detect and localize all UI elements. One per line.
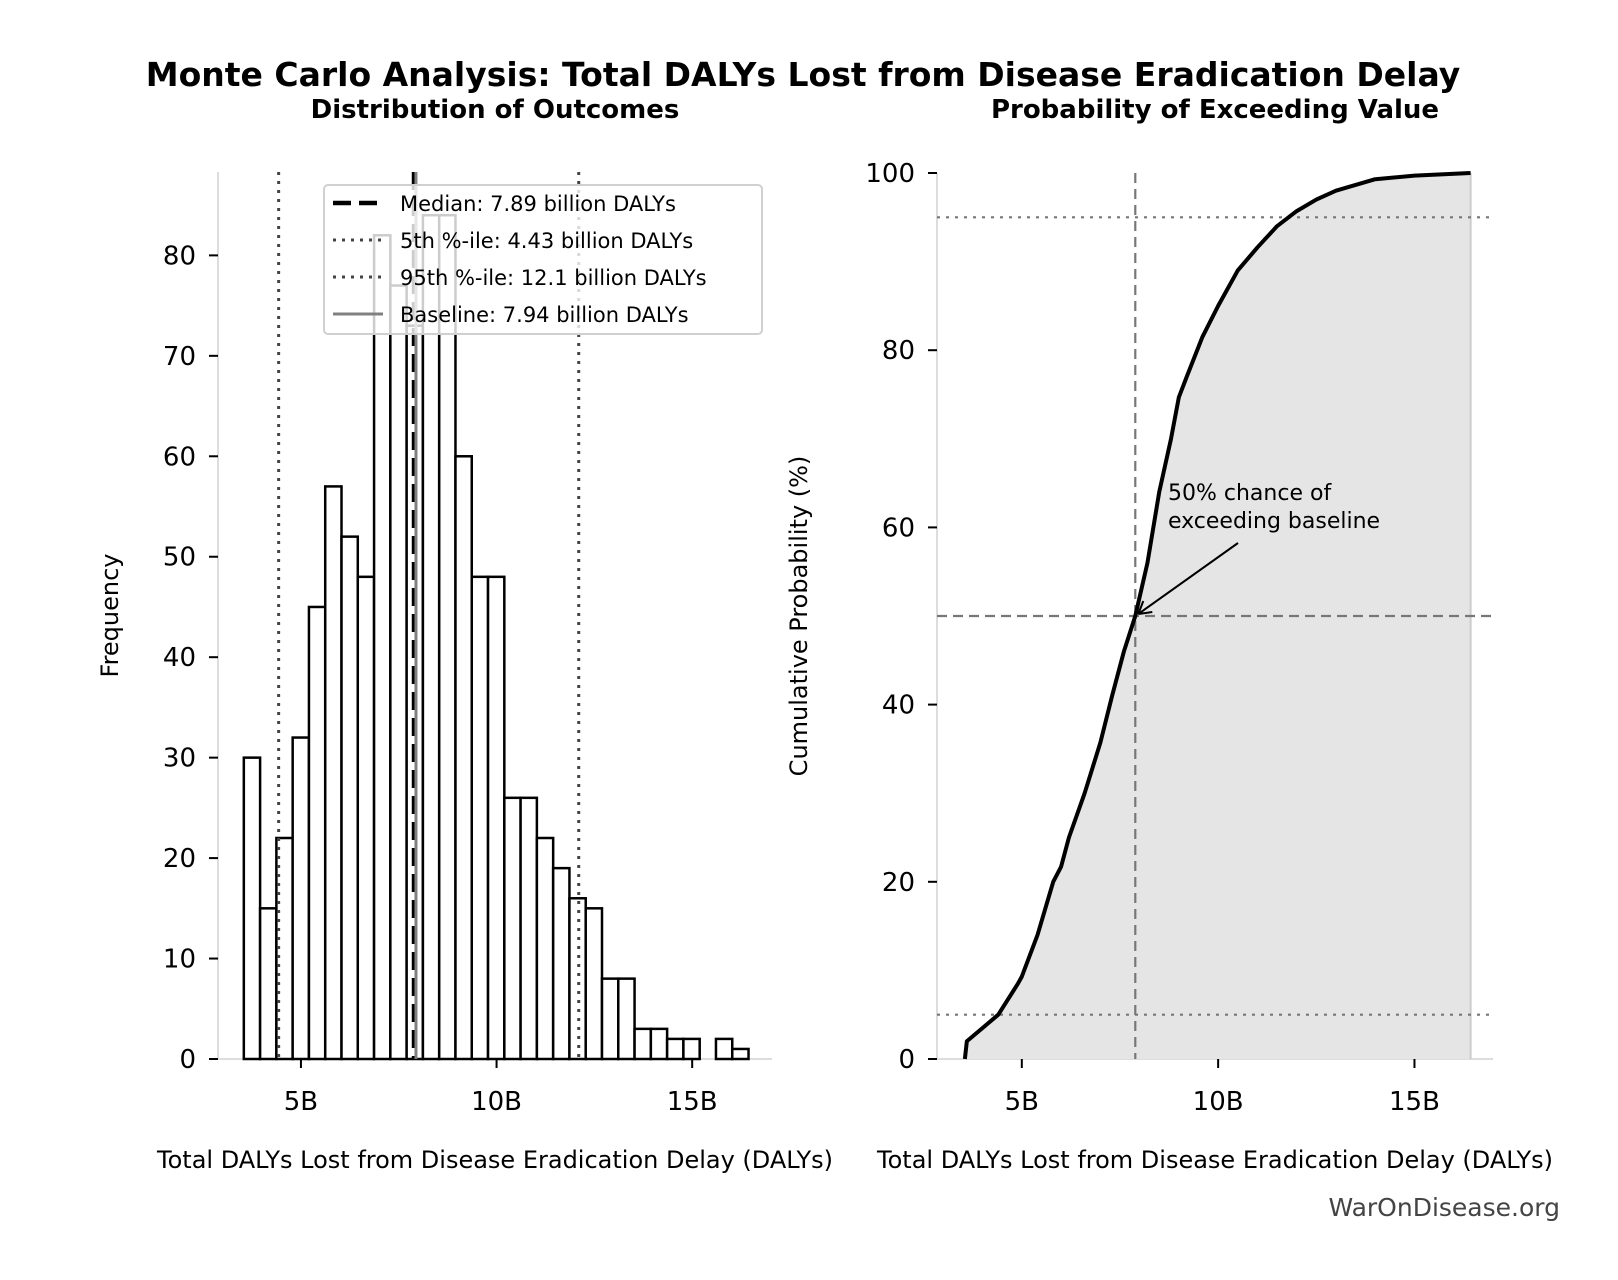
annotation-arrow [1137, 542, 1239, 615]
histogram-bar [470, 575, 490, 1061]
y-tick-label: 40 [163, 643, 196, 673]
x-tick-label: 15B [1389, 1087, 1440, 1117]
histogram-bar [714, 1037, 734, 1061]
histogram-bar [633, 1027, 653, 1061]
x-axis-label: Total DALYs Lost from Disease Eradicatio… [876, 1146, 1553, 1174]
histogram-bar [454, 455, 474, 1061]
x-tick-label: 10B [1193, 1087, 1244, 1117]
histogram-bar [291, 736, 311, 1061]
y-tick-label: 0 [179, 1045, 196, 1075]
legend-label: 95th %-ile: 12.1 billion DALYs [400, 266, 707, 290]
histogram-bar [323, 485, 343, 1061]
y-tick-label: 60 [163, 442, 196, 472]
histogram-bar [600, 977, 620, 1061]
histogram-bar [617, 977, 636, 1061]
histogram-bar [258, 907, 278, 1061]
histogram-bar [242, 756, 262, 1061]
cdf-line [962, 171, 1471, 1060]
y-tick-label: 80 [882, 336, 915, 366]
histogram-panel: 0 10 20 30 40 50 60 70 80 5B 10B 15B Distribution of… [96, 95, 833, 1174]
histogram-bar [535, 836, 555, 1061]
histogram-bar [649, 1027, 669, 1061]
y-tick-label: 20 [163, 844, 196, 874]
annotation-text: 50% chance of [1168, 481, 1332, 506]
histogram-bar [551, 866, 571, 1061]
x-tick-label: 5B [284, 1087, 318, 1117]
histogram-bar [519, 796, 539, 1061]
histogram-bar [307, 605, 327, 1061]
y-tick-label: 10 [163, 945, 196, 975]
figure-title: Monte Carlo Analysis: Total DALYs Lost f… [146, 55, 1461, 94]
panel-title: Probability of Exceeding Value [991, 95, 1439, 125]
x-tick-label: 15B [667, 1087, 718, 1117]
histogram-bar [437, 213, 457, 1061]
y-tick-label: 20 [882, 868, 915, 898]
legend: Median: 7.89 billion DALYs 5th %-ile: 4.4… [323, 184, 763, 335]
histogram-bar [665, 1037, 685, 1061]
histogram-bar [682, 1037, 701, 1061]
x-axis-label: Total DALYs Lost from Disease Eradicatio… [156, 1146, 833, 1174]
y-tick-label: 80 [163, 241, 196, 271]
y-tick-label: 50 [163, 543, 196, 573]
histogram-bar [486, 575, 506, 1061]
legend-frame [323, 184, 763, 335]
histogram-bar [503, 796, 522, 1061]
watermark: WarOnDisease.org [1328, 1193, 1560, 1222]
panel-title: Distribution of Outcomes [311, 95, 680, 125]
cdf-panel: 0 20 40 60 80 100 5B 10B 15B Probability of Excee… [785, 95, 1553, 1174]
y-tick-label: 0 [898, 1045, 915, 1075]
histogram-bar [730, 1047, 750, 1061]
y-tick-label: 40 [882, 691, 915, 721]
y-tick-label: 70 [163, 342, 196, 372]
histogram-bar [356, 575, 376, 1061]
x-tick-label: 10B [471, 1087, 522, 1117]
histogram-bar [389, 284, 408, 1061]
x-tick-label: 5B [1005, 1087, 1039, 1117]
y-tick-label: 100 [865, 159, 915, 189]
arrow-head-icon [1137, 600, 1153, 615]
histogram-bar [340, 535, 360, 1061]
histogram-bar [568, 897, 587, 1061]
legend-label: Baseline: 7.94 billion DALYs [400, 303, 689, 327]
histogram-bar [372, 234, 392, 1061]
histogram-bar [421, 213, 441, 1061]
annotation-text: exceeding baseline [1168, 509, 1380, 534]
y-axis-label: Cumulative Probability (%) [785, 456, 813, 777]
y-tick-label: 60 [882, 513, 915, 543]
y-tick-label: 30 [163, 744, 196, 774]
y-axis-label: Frequency [96, 554, 124, 678]
histogram-bar [584, 907, 604, 1061]
legend-label: 5th %-ile: 4.43 billion DALYs [400, 229, 693, 253]
legend-label: Median: 7.89 billion DALYs [400, 192, 676, 216]
